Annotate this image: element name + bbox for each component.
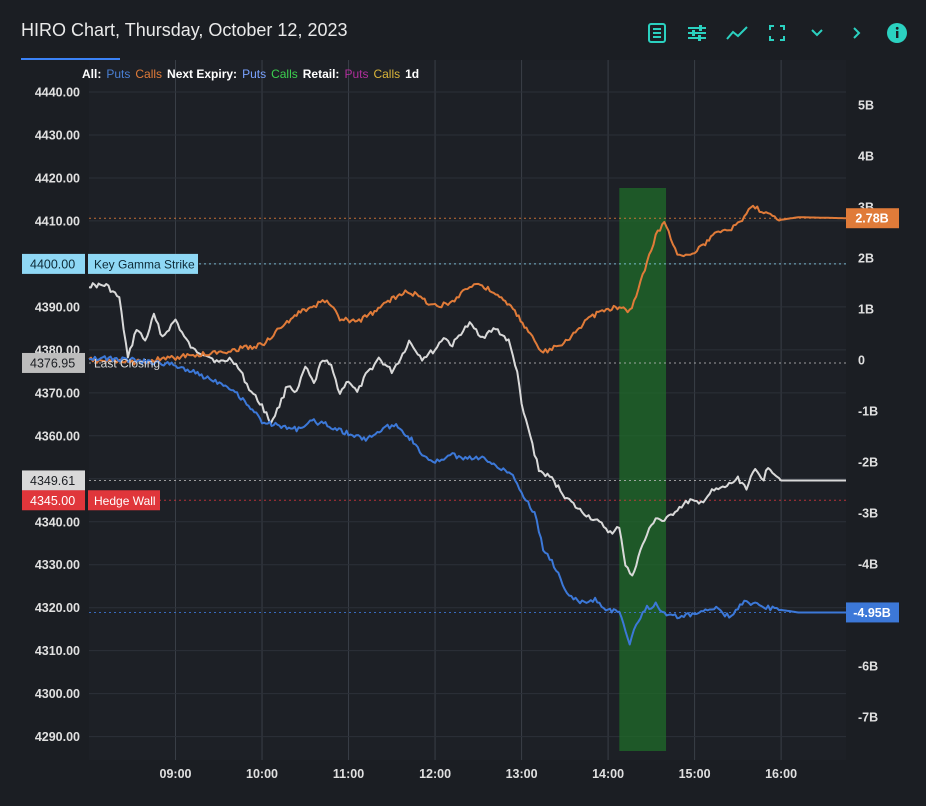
hiro-chart[interactable]: 4440.00 4430.00 4420.00 4410.00 4400.00 4390.… (0, 60, 926, 806)
series-line-price (88, 282, 846, 577)
level-label: Last Closing (94, 356, 160, 370)
y-tick-label-left: 4430.00 (35, 128, 80, 142)
y-tick-label-left: 4370.00 (35, 386, 80, 400)
x-tick-label: 16:00 (765, 767, 797, 781)
x-tick-label: 13:00 (506, 767, 538, 781)
puts-value-tag-box (846, 602, 899, 623)
y-tick-label-left: 4340.00 (35, 515, 80, 529)
legend-group-label: All: (82, 67, 101, 81)
y-tick-label-left: 4320.00 (35, 601, 80, 615)
y-tick-label-left: 4440.00 (35, 86, 80, 100)
legend-range: 1d (405, 67, 419, 81)
y-tick-label-right: -6B (858, 660, 878, 674)
level-tag-value: 4345.00 (30, 494, 75, 508)
y-tick-label-right: -1B (858, 405, 878, 419)
y-tick-label-left: 4360.00 (35, 429, 80, 443)
plot-area (89, 60, 846, 760)
calls-value-tag-box (846, 208, 899, 229)
title-underline (21, 58, 120, 60)
info-icon[interactable] (886, 22, 908, 44)
puts-value-tag: -4.95B (853, 606, 891, 620)
legend-calls: Calls (373, 67, 400, 81)
x-tick-label: 15:00 (679, 767, 711, 781)
level-tag (22, 253, 85, 274)
x-tick-label: 09:00 (160, 767, 192, 781)
y-tick-label-right: 0 (858, 354, 865, 368)
level-label: Hedge Wall (94, 494, 156, 508)
chart-toolbar (646, 22, 908, 44)
legend-group-label: Next Expiry: (167, 67, 237, 81)
y-tick-label-left: 4410.00 (35, 214, 80, 228)
level-label-box (88, 490, 160, 511)
chart-header: HIRO Chart, Thursday, October 12, 2023 (0, 0, 926, 64)
y-tick-label-left: 4330.00 (35, 558, 80, 572)
level-tag (22, 470, 85, 491)
y-tick-label-left: 4420.00 (35, 171, 80, 185)
y-tick-label-right: -2B (858, 456, 878, 470)
level-tag (22, 352, 85, 373)
y-tick-label-right: -3B (858, 507, 878, 521)
legend-group-label: Retail: (303, 67, 340, 81)
y-tick-label-left: 4310.00 (35, 644, 80, 658)
level-label-box (88, 253, 198, 274)
calls-value-tag: 2.78B (855, 212, 888, 226)
chevron-right-icon[interactable] (846, 22, 868, 44)
level-tag (22, 490, 85, 511)
x-tick-label: 10:00 (246, 767, 278, 781)
level-tag-value: 4400.00 (30, 257, 75, 271)
y-tick-label-right: 4B (858, 150, 874, 164)
legend-puts: Puts (106, 67, 130, 81)
level-tag-value: 4376.95 (30, 356, 75, 370)
level-label: Key Gamma Strike (94, 257, 195, 271)
y-tick-label-left: 4390.00 (35, 300, 80, 314)
legend-puts: Puts (344, 67, 368, 81)
x-tick-label: 11:00 (333, 767, 364, 781)
chart-title: HIRO Chart, Thursday, October 12, 2023 (21, 20, 348, 40)
series-line-all-puts (88, 355, 846, 646)
legend-calls: Calls (271, 67, 298, 81)
x-tick-label: 14:00 (592, 767, 624, 781)
legend-puts: Puts (242, 67, 266, 81)
y-tick-label-right: -4B (858, 558, 878, 572)
series-line-all-calls (88, 204, 846, 366)
y-tick-label-left: 4290.00 (35, 730, 80, 744)
x-tick-label: 12:00 (419, 767, 451, 781)
highlight-window (619, 188, 667, 751)
sliders-icon[interactable] (686, 22, 708, 44)
y-tick-label-right: 1B (858, 303, 874, 317)
chevron-down-icon[interactable] (806, 22, 828, 44)
y-tick-label-right: 5B (858, 99, 874, 113)
y-tick-label-left: 4300.00 (35, 687, 80, 701)
line-chart-icon[interactable] (726, 22, 748, 44)
fullscreen-icon[interactable] (766, 22, 788, 44)
legend-calls: Calls (135, 67, 162, 81)
y-tick-label-right: -7B (858, 711, 878, 725)
level-tag-value: 4349.61 (30, 474, 75, 488)
y-tick-label-right: 2B (858, 252, 874, 266)
list-icon[interactable] (646, 22, 668, 44)
